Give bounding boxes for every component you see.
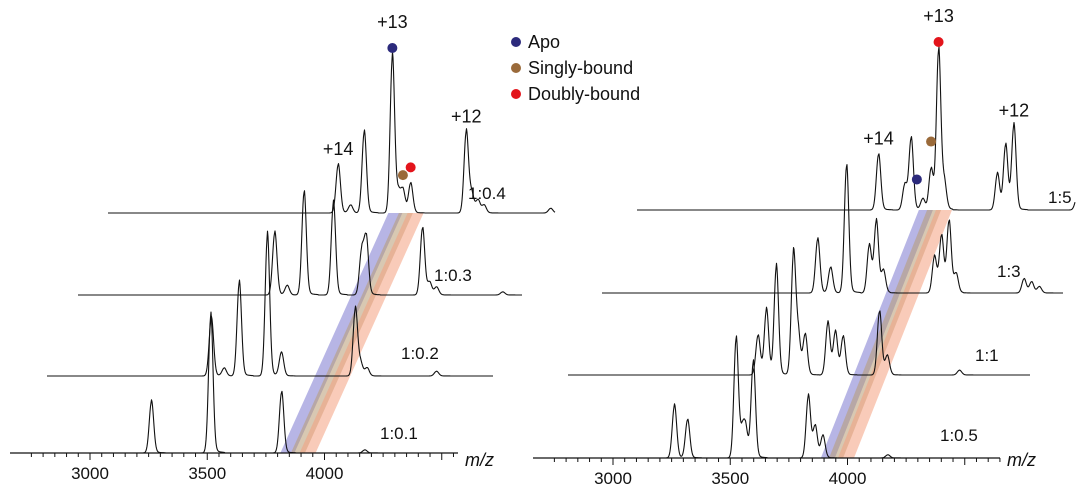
right-marker-singly xyxy=(926,136,937,147)
legend: Apo Singly-bound Doubly-bound xyxy=(511,32,640,104)
right-panel-x-axis: 3000 3500 4000 xyxy=(533,457,1001,485)
left-charge-label: +12 xyxy=(451,106,482,126)
left-panel-x-axis: 3000 3500 4000 xyxy=(10,452,458,483)
right-tick-label: 4000 xyxy=(829,469,867,485)
legend-label-doubly-bound: Doubly-bound xyxy=(528,84,640,104)
left-trace-1-0-2 xyxy=(46,230,494,377)
left-trace-label: 1:0.3 xyxy=(434,266,472,285)
right-charge-label: +13 xyxy=(923,6,954,26)
left-trace-1-0-3 xyxy=(77,190,523,296)
right-panel-markers xyxy=(911,37,944,185)
right-trace-label: 1:5 xyxy=(1048,188,1072,207)
right-marker-doubly xyxy=(933,37,944,47)
left-panel-bands xyxy=(280,213,424,453)
right-trace-label: 1:3 xyxy=(997,262,1021,281)
left-charge-label: +14 xyxy=(323,139,354,159)
right-trace-label: 1:0.5 xyxy=(940,426,978,445)
right-marker-apo xyxy=(911,174,922,185)
left-trace-label: 1:0.4 xyxy=(468,184,506,203)
left-trace-label: 1:0.1 xyxy=(380,424,418,443)
left-trace-label: 1:0.2 xyxy=(401,344,439,363)
left-band-2 xyxy=(299,213,424,453)
left-charge-label: +13 xyxy=(377,12,408,32)
left-marker-singly xyxy=(397,170,408,181)
legend-label-singly-bound: Singly-bound xyxy=(528,58,633,78)
left-panel-markers xyxy=(387,43,416,181)
right-charge-label: +12 xyxy=(999,100,1030,120)
left-panel-trace-labels: 1:0.4 1:0.3 1:0.2 1:0.1 xyxy=(380,184,506,443)
legend-marker-doubly-bound xyxy=(511,89,521,99)
legend-marker-apo xyxy=(511,37,521,47)
right-trace-1-5 xyxy=(636,46,1076,211)
right-band-2 xyxy=(837,210,952,458)
legend-label-apo: Apo xyxy=(528,32,560,52)
left-panel: 1:0.4 1:0.3 1:0.2 1:0.1 +14 +13 +12 3000 3500 4… xyxy=(9,12,556,483)
left-marker-apo xyxy=(387,43,398,53)
right-charge-label: +14 xyxy=(863,129,894,149)
left-tick-label: 4000 xyxy=(306,464,344,483)
right-panel-traces xyxy=(532,46,1076,459)
left-tick-label: 3500 xyxy=(188,464,226,483)
left-trace-1-0-4 xyxy=(107,51,556,214)
right-trace-1-0-5 xyxy=(532,335,1001,459)
right-tick-label: 3000 xyxy=(594,469,632,485)
right-tick-label: 3500 xyxy=(711,469,749,485)
right-trace-label: 1:1 xyxy=(975,346,999,365)
right-panel-bands xyxy=(820,210,952,458)
legend-marker-singly-bound xyxy=(511,63,521,73)
left-tick-label: 3000 xyxy=(71,464,109,483)
right-trace-1-1 xyxy=(567,246,1031,376)
right-panel-trace-labels: 1:5 1:3 1:1 1:0.5 xyxy=(940,188,1072,445)
left-marker-doubly xyxy=(405,162,416,173)
left-panel-x-axis-title: m/z xyxy=(465,450,494,470)
right-panel-charge-labels: +14 +13 +12 xyxy=(863,6,1029,149)
left-panel-charge-labels: +14 +13 +12 xyxy=(323,12,482,159)
right-trace-1-3 xyxy=(601,164,1064,294)
right-panel-x-axis-title: m/z xyxy=(1007,450,1036,470)
right-panel: 1:5 1:3 1:1 1:0.5 +14 +13 +12 3000 3500 4000 m/… xyxy=(532,6,1076,485)
left-band-0 xyxy=(280,213,403,453)
